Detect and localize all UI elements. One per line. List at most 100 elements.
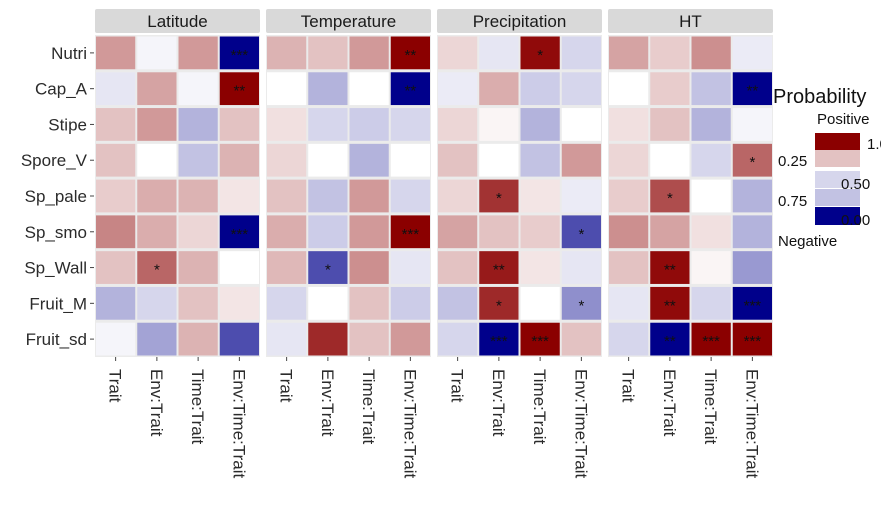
tile-temperature-sp_wall-3 bbox=[390, 251, 430, 284]
tile-precipitation-sp_smo-2 bbox=[520, 215, 560, 249]
tile-temperature-spore_v-0 bbox=[267, 143, 307, 177]
y-tick-label-fruit_m: Fruit_M bbox=[29, 294, 87, 313]
tile-latitude-nutri-0 bbox=[96, 36, 136, 70]
tile-ht-cap_a-2 bbox=[691, 72, 731, 106]
tile-precipitation-nutri-2 bbox=[520, 36, 560, 70]
legend-label: 0.50 bbox=[841, 176, 870, 193]
tile-temperature-sp_pale-2 bbox=[349, 179, 389, 213]
tile-temperature-spore_v-3 bbox=[390, 143, 430, 177]
tile-temperature-stipe-2 bbox=[349, 108, 389, 141]
y-tick-label-sp_wall: Sp_Wall bbox=[24, 259, 87, 278]
tile-latitude-nutri-2 bbox=[178, 36, 218, 70]
tile-precipitation-sp_pale-1 bbox=[479, 179, 519, 213]
significance-label: * bbox=[667, 190, 673, 207]
tile-precipitation-sp_wall-1 bbox=[479, 251, 519, 284]
tile-latitude-sp_smo-3 bbox=[219, 215, 259, 249]
tile-ht-nutri-2 bbox=[691, 36, 731, 70]
tile-latitude-sp_smo-1 bbox=[137, 215, 177, 249]
x-tick-label: Env:Time:Trait bbox=[400, 369, 419, 479]
significance-label: * bbox=[496, 297, 502, 314]
tile-temperature-cap_a-2 bbox=[349, 72, 389, 106]
tile-latitude-stipe-1 bbox=[137, 108, 177, 141]
significance-label: ** bbox=[493, 262, 505, 279]
tile-ht-fruit_sd-2 bbox=[691, 322, 731, 356]
tile-ht-fruit_m-3 bbox=[732, 286, 772, 320]
significance-label: ** bbox=[664, 333, 676, 350]
facet-strip-precipitation bbox=[437, 9, 602, 33]
significance-label: ** bbox=[664, 297, 676, 314]
tile-ht-spore_v-0 bbox=[609, 143, 649, 177]
x-tick-label: Env:Trait bbox=[489, 369, 508, 437]
tile-latitude-fruit_sd-0 bbox=[96, 322, 136, 356]
tile-precipitation-fruit_m-0 bbox=[438, 286, 478, 320]
tile-temperature-fruit_sd-2 bbox=[349, 322, 389, 356]
tile-temperature-sp_wall-2 bbox=[349, 251, 389, 284]
legend-key-0.75 bbox=[815, 189, 860, 206]
tile-temperature-sp_smo-0 bbox=[267, 215, 307, 249]
tile-temperature-sp_pale-3 bbox=[390, 179, 430, 213]
x-tick-label: Env:Time:Trait bbox=[571, 369, 590, 479]
tile-ht-sp_smo-2 bbox=[691, 215, 731, 249]
y-tick-label-cap_a: Cap_A bbox=[35, 80, 88, 99]
tile-latitude-sp_smo-0 bbox=[96, 215, 136, 249]
tile-temperature-fruit_sd-3 bbox=[390, 322, 430, 356]
tile-ht-sp_wall-0 bbox=[609, 251, 649, 284]
tile-temperature-cap_a-3 bbox=[390, 72, 430, 106]
tile-latitude-cap_a-3 bbox=[219, 72, 259, 106]
tile-temperature-stipe-3 bbox=[390, 108, 430, 141]
y-tick-label-sp_pale: Sp_pale bbox=[25, 187, 87, 206]
y-tick-label-stipe: Stipe bbox=[48, 115, 87, 134]
tile-ht-sp_smo-1 bbox=[650, 215, 690, 249]
significance-label: ** bbox=[234, 83, 246, 100]
significance-label: * bbox=[578, 226, 584, 243]
x-tick-label: Trait bbox=[277, 369, 296, 403]
tile-precipitation-fruit_sd-0 bbox=[438, 322, 478, 356]
tile-temperature-sp_wall-0 bbox=[267, 251, 307, 284]
tile-precipitation-nutri-1 bbox=[479, 36, 519, 70]
tile-precipitation-sp_wall-0 bbox=[438, 251, 478, 284]
legend-title: Probability bbox=[773, 86, 866, 108]
legend-key-0.00 bbox=[815, 207, 860, 225]
tile-precipitation-sp_wall-2 bbox=[520, 251, 560, 284]
tile-temperature-nutri-1 bbox=[308, 36, 348, 70]
tile-precipitation-fruit_m-2 bbox=[520, 286, 560, 320]
tile-temperature-nutri-2 bbox=[349, 36, 389, 70]
y-tick-label-nutri: Nutri bbox=[51, 44, 87, 63]
tile-ht-cap_a-3 bbox=[732, 72, 772, 106]
legend-label: 0.25 bbox=[778, 153, 807, 170]
tile-temperature-cap_a-1 bbox=[308, 72, 348, 106]
facet-title-temperature: Temperature bbox=[301, 12, 396, 31]
x-tick-label: Env:Trait bbox=[147, 369, 166, 437]
tile-ht-stipe-3 bbox=[732, 108, 772, 141]
tile-precipitation-fruit_sd-3 bbox=[561, 322, 601, 356]
tile-precipitation-fruit_m-1 bbox=[479, 286, 519, 320]
tile-temperature-sp_smo-1 bbox=[308, 215, 348, 249]
y-tick-label-sp_smo: Sp_smo bbox=[25, 223, 87, 242]
significance-label: ** bbox=[405, 47, 417, 64]
tile-latitude-nutri-1 bbox=[137, 36, 177, 70]
x-tick-label: Env:Trait bbox=[318, 369, 337, 437]
tile-ht-sp_pale-0 bbox=[609, 179, 649, 213]
tile-precipitation-fruit_sd-2 bbox=[520, 322, 560, 356]
significance-label: ** bbox=[747, 83, 759, 100]
tile-ht-fruit_m-2 bbox=[691, 286, 731, 320]
tile-temperature-nutri-3 bbox=[390, 36, 430, 70]
facet-title-latitude: Latitude bbox=[147, 12, 208, 31]
tile-precipitation-sp_pale-2 bbox=[520, 179, 560, 213]
significance-label: * bbox=[578, 297, 584, 314]
tile-ht-fruit_sd-1 bbox=[650, 322, 690, 356]
significance-label: *** bbox=[490, 333, 508, 350]
y-tick-label-spore_v: Spore_V bbox=[21, 151, 88, 170]
legend-negative-label: Negative bbox=[778, 233, 837, 250]
tile-latitude-stipe-3 bbox=[219, 108, 259, 141]
tile-latitude-sp_pale-2 bbox=[178, 179, 218, 213]
tile-latitude-sp_pale-0 bbox=[96, 179, 136, 213]
tile-precipitation-spore_v-3 bbox=[561, 143, 601, 177]
tile-latitude-spore_v-2 bbox=[178, 143, 218, 177]
tile-temperature-fruit_m-1 bbox=[308, 286, 348, 320]
tile-ht-nutri-1 bbox=[650, 36, 690, 70]
tile-temperature-fruit_m-0 bbox=[267, 286, 307, 320]
tile-temperature-fruit_sd-0 bbox=[267, 322, 307, 356]
tile-latitude-cap_a-2 bbox=[178, 72, 218, 106]
x-tick-label: Trait bbox=[448, 369, 467, 403]
